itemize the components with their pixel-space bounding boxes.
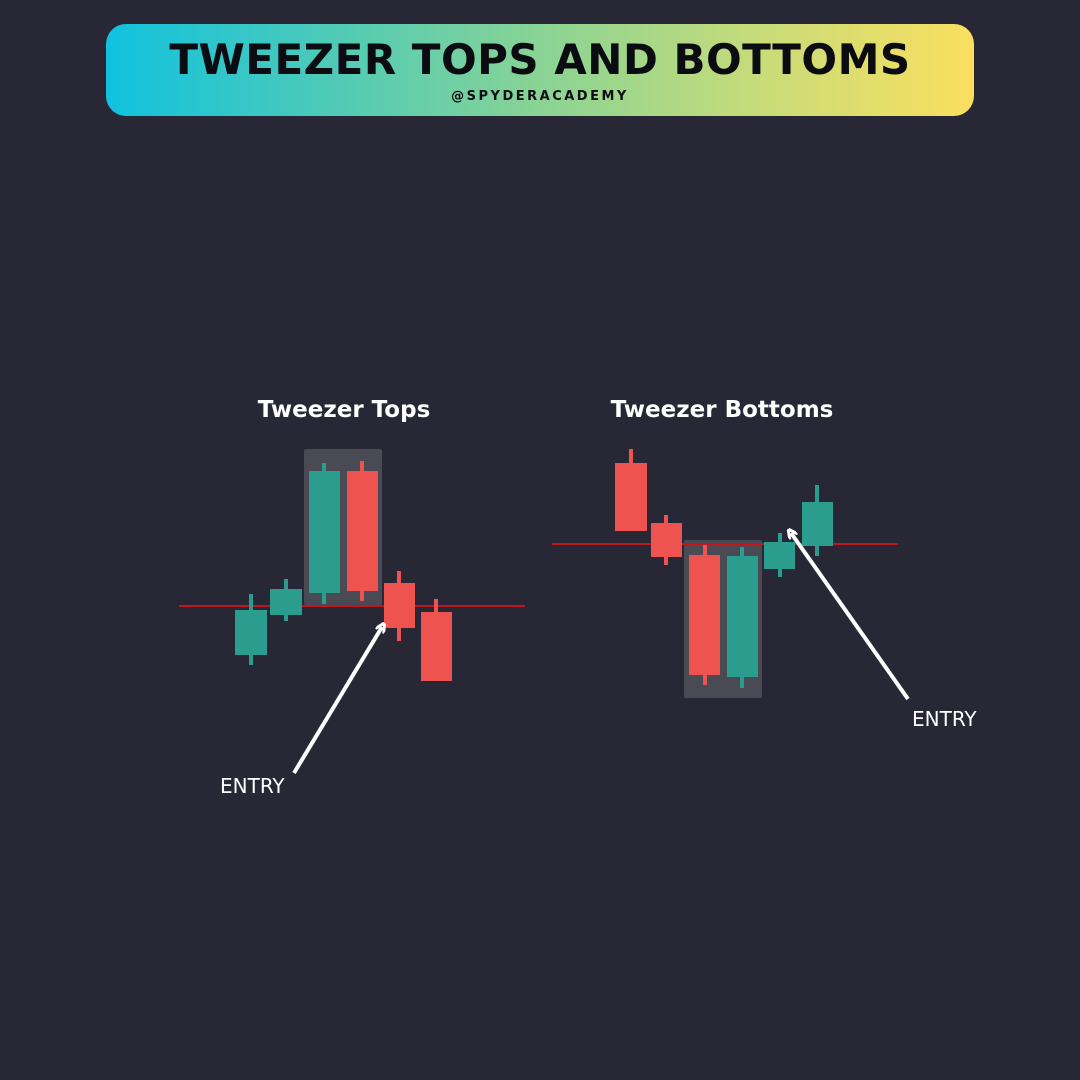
tops-candle-6-bearish <box>421 599 452 681</box>
tweezer-tops-panel: Tweezer Tops <box>179 397 525 798</box>
bottoms-candle-2-bearish <box>651 515 682 565</box>
tops-candle-1-bullish <box>235 594 267 665</box>
title-banner: TWEEZER TOPS AND BOTTOMS @SPYDERACADEMY <box>106 24 974 116</box>
bottoms-entry-label: ENTRY <box>912 707 977 731</box>
bottoms-candle-5-bullish <box>764 533 795 577</box>
bottoms-candle-1-bearish <box>615 449 647 531</box>
author-handle: @SPYDERACADEMY <box>451 89 629 104</box>
tweezer-tops-title: Tweezer Tops <box>258 397 431 423</box>
bottoms-candle-3-tweezer-bearish <box>689 545 720 685</box>
tops-candle-5-bearish <box>384 571 415 641</box>
tops-candle-4-tweezer-bearish <box>347 461 378 601</box>
tops-candle-3-tweezer-bullish <box>309 463 340 604</box>
bottoms-candle-6-bullish <box>802 485 833 556</box>
page-title: TWEEZER TOPS AND BOTTOMS <box>169 35 911 84</box>
tops-entry-label: ENTRY <box>220 774 285 798</box>
tweezer-bottoms-title: Tweezer Bottoms <box>611 397 834 423</box>
tops-entry-arrow <box>292 627 382 775</box>
bottoms-entry-arrow <box>791 533 910 701</box>
tweezer-bottoms-panel: Tweezer Bottoms <box>552 397 977 731</box>
bottoms-candle-4-tweezer-bullish <box>727 547 758 688</box>
tops-candle-2-bullish <box>270 579 302 621</box>
